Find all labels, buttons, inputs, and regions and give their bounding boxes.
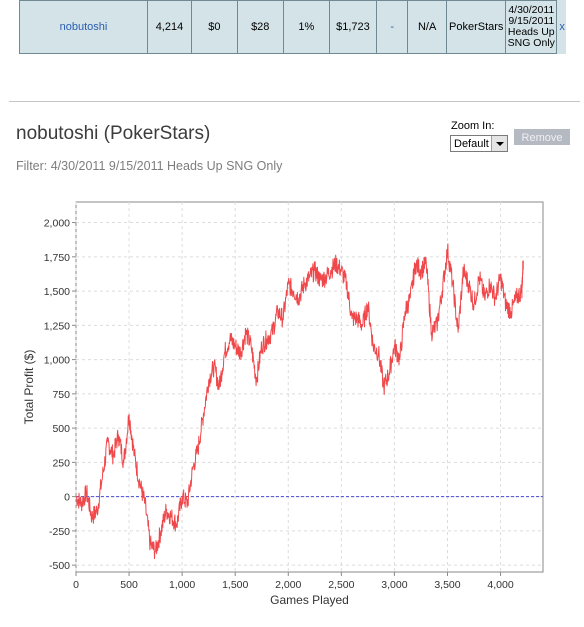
grid-vertical (75, 202, 502, 572)
plot-area (75, 201, 544, 573)
filter-cell: 4/30/2011 9/15/2011 Heads Up SNG Only (505, 0, 558, 54)
chevron-down-icon[interactable] (491, 136, 507, 151)
y-tick-label: 2,000 (44, 218, 70, 230)
close-icon[interactable]: x (559, 21, 565, 33)
stats-table: nobutoshi 4,214 $0 $28 1% $1,723 - N/A P… (19, 0, 566, 54)
site-cell: PokerStars (446, 0, 507, 54)
filter-line-2: 9/15/2011 (508, 15, 555, 27)
y-axis-title: Total Profit ($) (22, 350, 36, 425)
na-cell: N/A (407, 0, 448, 54)
x-tick-label: 3,500 (434, 579, 460, 591)
y-tick-label: -250 (49, 526, 70, 538)
rake-cell: $0 (190, 0, 238, 54)
x-tick-label: 0 (73, 579, 79, 591)
x-tick-label: 2,000 (275, 579, 301, 591)
table-row: nobutoshi 4,214 $0 $28 1% $1,723 - N/A P… (19, 0, 567, 54)
divider (9, 101, 580, 102)
series-line (75, 243, 524, 560)
y-tick-label: 1,750 (44, 252, 70, 264)
x-tick-label: 1,500 (222, 579, 248, 591)
x-tick-label: 500 (120, 579, 138, 591)
profit-chart: 0 500 1,000 1,500 2,000 2,500 3,000 3,500 4,000 … (22, 201, 544, 607)
x-axis-title: Games Played (270, 593, 349, 607)
player-link[interactable]: nobutoshi (19, 0, 148, 54)
dash-link[interactable]: - (376, 0, 409, 54)
zoom-select-value: Default (454, 138, 489, 150)
y-tick-label: 500 (52, 423, 70, 435)
zoom-label: Zoom In: (451, 120, 495, 132)
profit-cell: $1,723 (328, 0, 378, 54)
page-title: nobutoshi (PokerStars) (16, 123, 211, 144)
y-tick-label: 0 (64, 492, 70, 504)
x-tick-label: 1,000 (169, 579, 195, 591)
x-tick-label: 3,000 (381, 579, 407, 591)
y-tick-label: 1,000 (44, 355, 70, 367)
filter-description: Filter: 4/30/2011 9/15/2011 Heads Up SNG… (16, 159, 283, 173)
avg-buyin-cell: $28 (236, 0, 284, 54)
y-tick-label: 250 (52, 457, 70, 469)
remove-button[interactable]: Remove (514, 129, 570, 145)
games-cell: 4,214 (146, 0, 192, 54)
filter-line-1: 4/30/2011 (508, 4, 555, 16)
filter-line-3: Heads Up (507, 26, 555, 38)
y-tick-label: 1,250 (44, 320, 70, 332)
series-layer (75, 243, 524, 560)
x-tick-label: 4,000 (487, 579, 513, 591)
roi-cell: 1% (282, 0, 330, 54)
y-tick-label: 750 (52, 389, 70, 401)
y-tick-label: 1,500 (44, 286, 70, 298)
zoom-select[interactable]: Default (450, 135, 508, 152)
y-tick-label: -500 (49, 560, 70, 572)
y-axis-ticks: -500 -250 0 250 500 750 1,000 1,250 1,500 1,750 2,… (44, 218, 76, 572)
x-axis-ticks: 0 500 1,000 1,500 2,000 2,500 3,000 3,500 4,000 (73, 572, 514, 591)
x-tick-label: 2,500 (328, 579, 354, 591)
filter-line-4: SNG Only (507, 37, 555, 49)
